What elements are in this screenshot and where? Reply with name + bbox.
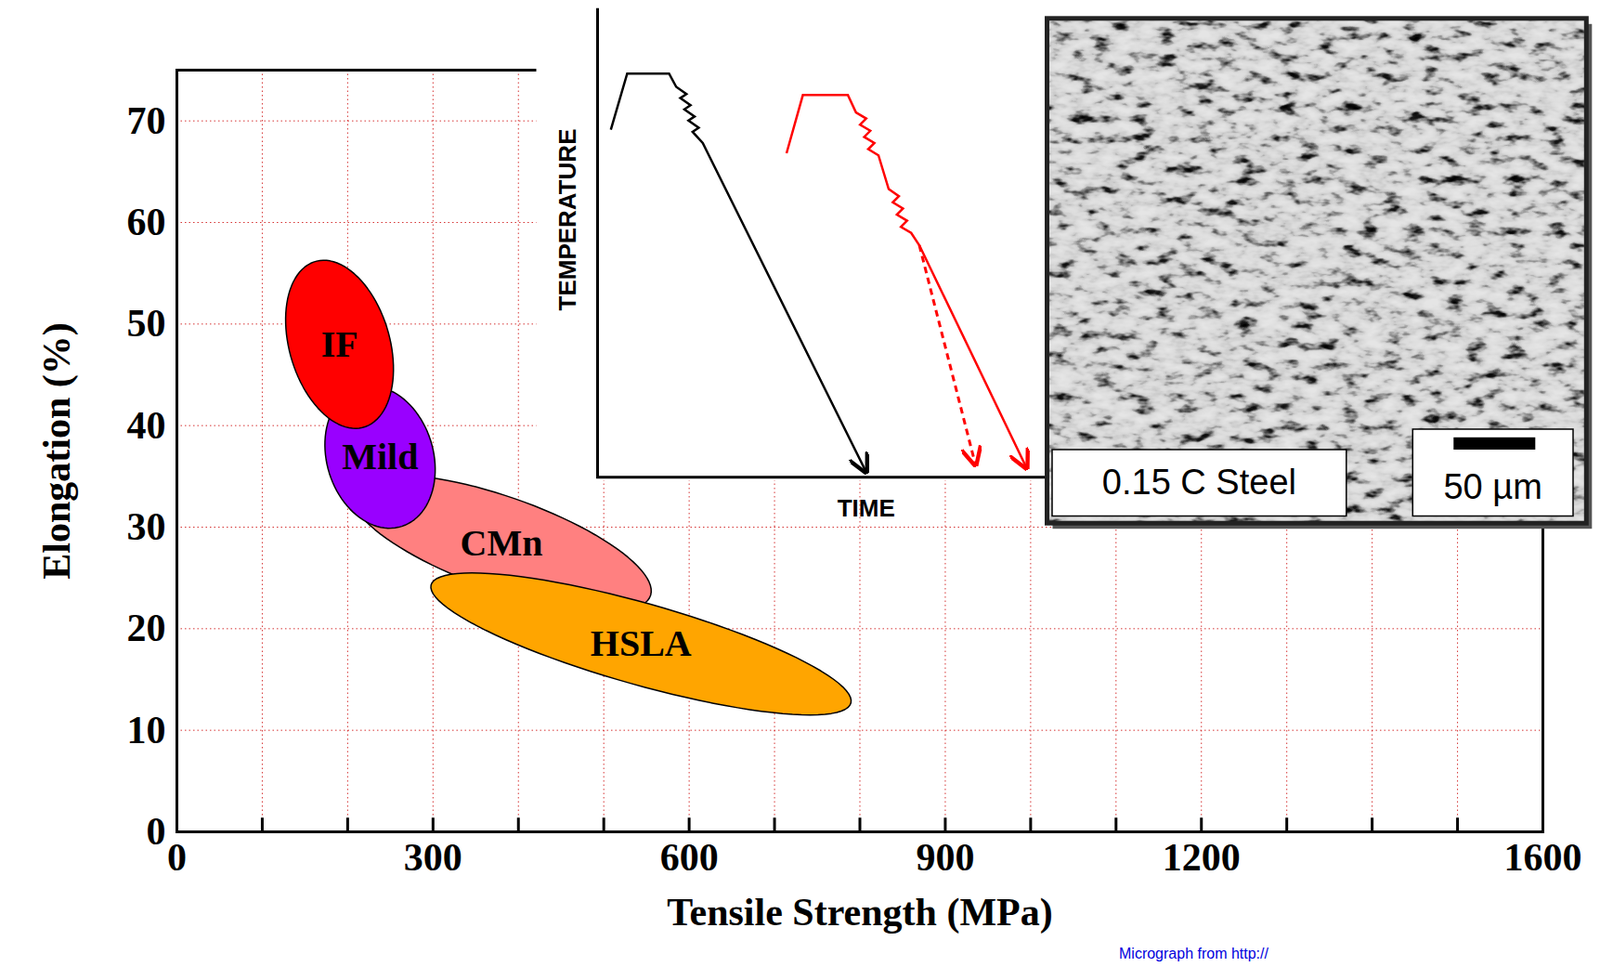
svg-text:10: 10 (127, 708, 167, 752)
svg-text:HSLA: HSLA (590, 622, 692, 664)
svg-text:600: 600 (660, 835, 719, 879)
svg-text:1200: 1200 (1162, 835, 1241, 879)
svg-text:Elongation (%): Elongation (%) (35, 322, 79, 580)
svg-text:300: 300 (403, 835, 463, 879)
svg-text:Micrograph from http://: Micrograph from http:// (1118, 945, 1270, 962)
svg-text:30: 30 (127, 505, 167, 548)
svg-text:TEMPERATURE: TEMPERATURE (553, 129, 582, 312)
svg-text:70: 70 (127, 99, 167, 143)
svg-text:60: 60 (127, 200, 167, 244)
svg-text:20: 20 (127, 606, 167, 650)
svg-text:IF: IF (321, 323, 359, 365)
svg-text:40: 40 (127, 403, 167, 447)
svg-text:0: 0 (146, 809, 167, 853)
svg-text:0: 0 (167, 835, 187, 879)
svg-text:1600: 1600 (1504, 835, 1583, 879)
svg-text:50: 50 (127, 301, 167, 345)
svg-text:900: 900 (915, 835, 975, 879)
svg-text:0.15 C Steel: 0.15 C Steel (1102, 462, 1297, 502)
svg-text:Mild: Mild (341, 435, 418, 478)
svg-text:50 µm: 50 µm (1443, 467, 1542, 507)
svg-text:TIME: TIME (837, 494, 896, 522)
svg-text:CMn: CMn (460, 521, 544, 564)
svg-text:Tensile Strength (MPa): Tensile Strength (MPa) (666, 890, 1053, 935)
